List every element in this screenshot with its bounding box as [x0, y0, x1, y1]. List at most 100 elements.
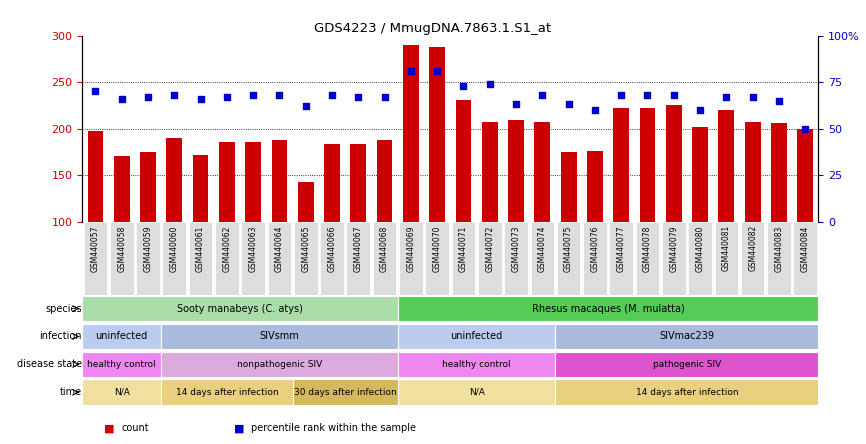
Bar [613, 108, 629, 222]
Bar [82, 380, 161, 405]
Bar [140, 152, 156, 222]
Point [483, 80, 497, 87]
Text: GSM440079: GSM440079 [669, 225, 678, 272]
Bar [320, 222, 344, 295]
Text: N/A: N/A [113, 388, 130, 397]
Text: healthy control: healthy control [87, 360, 156, 369]
Point [535, 91, 549, 99]
Bar [767, 222, 791, 295]
Bar [215, 222, 239, 295]
Bar [636, 222, 659, 295]
Text: GSM440057: GSM440057 [91, 225, 100, 272]
Bar [745, 122, 760, 222]
Bar [324, 144, 339, 222]
Bar [531, 222, 554, 295]
Text: count: count [121, 424, 149, 433]
Text: GSM440077: GSM440077 [617, 225, 626, 272]
Bar [798, 128, 813, 222]
Text: SIVmac239: SIVmac239 [659, 332, 714, 341]
Point [430, 67, 444, 75]
Text: GSM440083: GSM440083 [774, 225, 784, 272]
Bar [692, 127, 708, 222]
Text: GSM440060: GSM440060 [170, 225, 178, 272]
Bar [481, 122, 498, 222]
Bar [110, 222, 133, 295]
Text: GSM440078: GSM440078 [643, 225, 652, 272]
Bar [372, 222, 397, 295]
Point [746, 93, 759, 100]
Text: uninfected: uninfected [95, 332, 148, 341]
Bar [192, 155, 209, 222]
Text: uninfected: uninfected [450, 332, 503, 341]
Bar [346, 222, 370, 295]
Text: GSM440064: GSM440064 [275, 225, 284, 272]
Text: infection: infection [39, 332, 81, 341]
Point [325, 91, 339, 99]
Bar [771, 123, 787, 222]
Text: 14 days after infection: 14 days after infection [176, 388, 278, 397]
Text: ■: ■ [104, 424, 114, 433]
Text: time: time [60, 387, 81, 397]
Bar [268, 222, 291, 295]
Bar [587, 151, 603, 222]
Bar [272, 140, 288, 222]
Bar [662, 222, 686, 295]
Text: GSM440082: GSM440082 [748, 225, 757, 271]
Bar [136, 222, 160, 295]
Bar [793, 222, 817, 295]
Bar [640, 108, 656, 222]
Bar [666, 105, 682, 222]
Bar [397, 296, 818, 321]
Text: GSM440076: GSM440076 [591, 225, 599, 272]
Text: GSM440059: GSM440059 [144, 225, 152, 272]
Bar [688, 222, 712, 295]
Point [246, 91, 260, 99]
Bar [219, 143, 235, 222]
Text: species: species [45, 304, 81, 313]
Point [378, 93, 391, 100]
Point [562, 101, 576, 108]
Text: GSM440080: GSM440080 [695, 225, 705, 272]
Text: GSM440069: GSM440069 [406, 225, 416, 272]
Point [667, 91, 681, 99]
Bar [161, 324, 397, 349]
Text: Sooty manabeys (C. atys): Sooty manabeys (C. atys) [177, 304, 303, 313]
Point [693, 107, 707, 114]
Point [352, 93, 365, 100]
Bar [555, 380, 818, 405]
Text: Rhesus macaques (M. mulatta): Rhesus macaques (M. mulatta) [532, 304, 684, 313]
Bar [740, 222, 765, 295]
Bar [189, 222, 212, 295]
Bar [161, 352, 397, 377]
Text: ■: ■ [234, 424, 244, 433]
Text: GSM440066: GSM440066 [327, 225, 337, 272]
Bar [82, 296, 397, 321]
Bar [397, 352, 555, 377]
Point [509, 101, 523, 108]
Text: pathogenic SIV: pathogenic SIV [653, 360, 721, 369]
Text: GSM440072: GSM440072 [485, 225, 494, 272]
Point [194, 95, 208, 102]
Text: GDS4223 / MmugDNA.7863.1.S1_at: GDS4223 / MmugDNA.7863.1.S1_at [314, 22, 552, 35]
Bar [555, 324, 818, 349]
Bar [456, 100, 471, 222]
Bar [561, 152, 577, 222]
Text: GSM440067: GSM440067 [354, 225, 363, 272]
Bar [399, 222, 423, 295]
Bar [161, 380, 293, 405]
Bar [397, 380, 555, 405]
Text: SIVsmm: SIVsmm [260, 332, 300, 341]
Bar [82, 352, 161, 377]
Bar [478, 222, 501, 295]
Text: GSM440061: GSM440061 [196, 225, 205, 272]
Bar [508, 120, 524, 222]
Bar [163, 222, 186, 295]
Point [115, 95, 129, 102]
Bar [403, 45, 419, 222]
Bar [377, 140, 392, 222]
Text: disease state: disease state [16, 359, 81, 369]
Bar [397, 324, 555, 349]
Text: GSM440068: GSM440068 [380, 225, 389, 272]
Point [798, 125, 812, 132]
Text: GSM440071: GSM440071 [459, 225, 468, 272]
